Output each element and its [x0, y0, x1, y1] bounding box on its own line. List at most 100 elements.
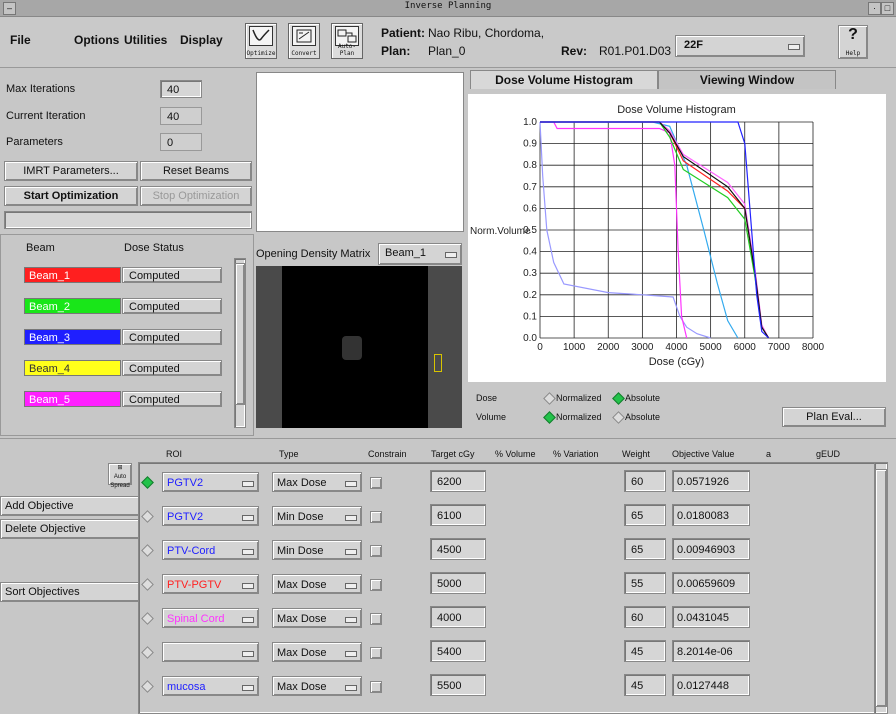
menu-utilities[interactable]: Utilities: [124, 33, 168, 47]
weight-input[interactable]: 60: [624, 470, 666, 492]
beam-row[interactable]: Beam_3 Computed: [24, 329, 224, 347]
row-select-radio[interactable]: [141, 476, 154, 489]
menu-file[interactable]: File: [10, 33, 31, 47]
constrain-checkbox[interactable]: [370, 511, 382, 523]
objective-row[interactable]: Spinal Cord Max Dose 4000 60 0.0431045: [138, 606, 878, 636]
target-dose-input[interactable]: 6200: [430, 470, 486, 492]
roi-select[interactable]: Spinal Cord: [162, 608, 259, 628]
type-select[interactable]: Max Dose: [272, 608, 362, 628]
beam-name[interactable]: Beam_5: [24, 391, 121, 407]
type-select[interactable]: Max Dose: [272, 676, 362, 696]
type-select[interactable]: Max Dose: [272, 472, 362, 492]
weight-input[interactable]: 65: [624, 538, 666, 560]
beam-name[interactable]: Beam_2: [24, 298, 121, 314]
window-menu-icon[interactable]: –: [3, 2, 16, 15]
menu-display[interactable]: Display: [180, 33, 223, 47]
tab-dose-volume-histogram[interactable]: Dose Volume Histogram: [470, 70, 658, 89]
constrain-checkbox[interactable]: [370, 613, 382, 625]
constrain-checkbox[interactable]: [370, 681, 382, 693]
auto-spread-label: Auto Spread: [110, 474, 130, 489]
target-dose-input[interactable]: 6100: [430, 504, 486, 526]
optimize-button[interactable]: Optimize: [245, 23, 277, 59]
volume-absolute-radio[interactable]: [612, 411, 625, 424]
objectives-scrollbar[interactable]: [874, 462, 888, 714]
dose-mode-label: Dose: [476, 393, 498, 403]
odm-beam-select[interactable]: Beam_1: [378, 243, 462, 265]
beam-list-scrollbar[interactable]: [234, 258, 246, 428]
objectives-scroll-thumb[interactable]: [875, 469, 887, 707]
target-dose-input[interactable]: 5000: [430, 572, 486, 594]
constrain-checkbox[interactable]: [370, 477, 382, 489]
weight-input[interactable]: 65: [624, 504, 666, 526]
objective-row[interactable]: PTV-PGTV Max Dose 5000 55 0.00659609: [138, 572, 878, 602]
type-select[interactable]: Max Dose: [272, 642, 362, 662]
max-iterations-input[interactable]: 40: [160, 80, 202, 98]
weight-input[interactable]: 55: [624, 572, 666, 594]
imrt-parameters-button[interactable]: IMRT Parameters...: [4, 161, 138, 181]
beam-name[interactable]: Beam_4: [24, 360, 121, 376]
volume-mode-label: Volume: [476, 412, 507, 422]
roi-select[interactable]: PGTV2: [162, 506, 259, 526]
menu-options[interactable]: Options: [74, 33, 120, 47]
row-select-radio[interactable]: [141, 578, 154, 591]
weight-input[interactable]: 60: [624, 606, 666, 628]
chevron-down-icon: [242, 685, 254, 691]
roi-select[interactable]: [162, 642, 259, 662]
autoplan-button[interactable]: Auto-Plan: [331, 23, 363, 59]
start-optimization-button[interactable]: Start Optimization: [4, 186, 138, 206]
tab-viewing-window[interactable]: Viewing Window: [658, 70, 836, 89]
target-dose-input[interactable]: 4500: [430, 538, 486, 560]
roi-select[interactable]: PTV-PGTV: [162, 574, 259, 594]
row-select-radio[interactable]: [141, 544, 154, 557]
row-select-radio[interactable]: [141, 612, 154, 625]
dose-normalized-radio[interactable]: [543, 392, 556, 405]
beam-list-scroll-thumb[interactable]: [235, 263, 245, 405]
row-select-radio[interactable]: [141, 510, 154, 523]
plan-eval-button[interactable]: Plan Eval...: [782, 407, 886, 427]
constrain-checkbox[interactable]: [370, 579, 382, 591]
roi-select[interactable]: PTV-Cord: [162, 540, 259, 560]
col-constrain: Constrain: [368, 449, 407, 459]
objective-row[interactable]: mucosa Max Dose 5500 45 0.0127448: [138, 674, 878, 704]
beam-name[interactable]: Beam_1: [24, 267, 121, 283]
roi-select[interactable]: mucosa: [162, 676, 259, 696]
target-dose-input[interactable]: 5500: [430, 674, 486, 696]
type-select[interactable]: Min Dose: [272, 506, 362, 526]
chevron-down-icon: [345, 651, 357, 657]
reset-beams-button[interactable]: Reset Beams: [140, 161, 252, 181]
roi-select[interactable]: PGTV2: [162, 472, 259, 492]
objective-row[interactable]: Max Dose 5400 45 8.2014e-06: [138, 640, 878, 670]
convert-button[interactable]: Convert: [288, 23, 320, 59]
target-dose-input[interactable]: 4000: [430, 606, 486, 628]
beam-row[interactable]: Beam_1 Computed: [24, 267, 224, 285]
objective-row[interactable]: PGTV2 Max Dose 6200 60 0.0571926: [138, 470, 878, 500]
y-tick-label: 0.3: [523, 268, 537, 279]
weight-input[interactable]: 45: [624, 674, 666, 696]
add-objective-button[interactable]: Add Objective: [0, 496, 140, 516]
help-button[interactable]: ? Help: [838, 25, 868, 59]
auto-spread-button[interactable]: ⊞ Auto Spread: [108, 463, 132, 489]
constrain-checkbox[interactable]: [370, 647, 382, 659]
beam-row[interactable]: Beam_4 Computed: [24, 360, 224, 378]
constrain-checkbox[interactable]: [370, 545, 382, 557]
dose-absolute-radio[interactable]: [612, 392, 625, 405]
objective-row[interactable]: PTV-Cord Min Dose 4500 65 0.00946903: [138, 538, 878, 568]
maximize-icon[interactable]: □: [881, 2, 894, 15]
target-dose-input[interactable]: 5400: [430, 640, 486, 662]
plan-selector[interactable]: 22F: [675, 35, 805, 57]
dose-normalized-label: Normalized: [556, 393, 602, 403]
weight-input[interactable]: 45: [624, 640, 666, 662]
objective-row[interactable]: PGTV2 Min Dose 6100 65 0.0180083: [138, 504, 878, 534]
row-select-radio[interactable]: [141, 680, 154, 693]
delete-objective-button[interactable]: Delete Objective: [0, 519, 140, 539]
type-select[interactable]: Min Dose: [272, 540, 362, 560]
row-select-radio[interactable]: [141, 646, 154, 659]
sort-objectives-button[interactable]: Sort Objectives: [0, 582, 140, 602]
beam-name[interactable]: Beam_3: [24, 329, 121, 345]
volume-normalized-radio[interactable]: [543, 411, 556, 424]
stop-optimization-button[interactable]: Stop Optimization: [140, 186, 252, 206]
beam-row[interactable]: Beam_2 Computed: [24, 298, 224, 316]
minimize-icon[interactable]: ·: [868, 2, 881, 15]
type-select[interactable]: Max Dose: [272, 574, 362, 594]
beam-row[interactable]: Beam_5 Computed: [24, 391, 224, 409]
